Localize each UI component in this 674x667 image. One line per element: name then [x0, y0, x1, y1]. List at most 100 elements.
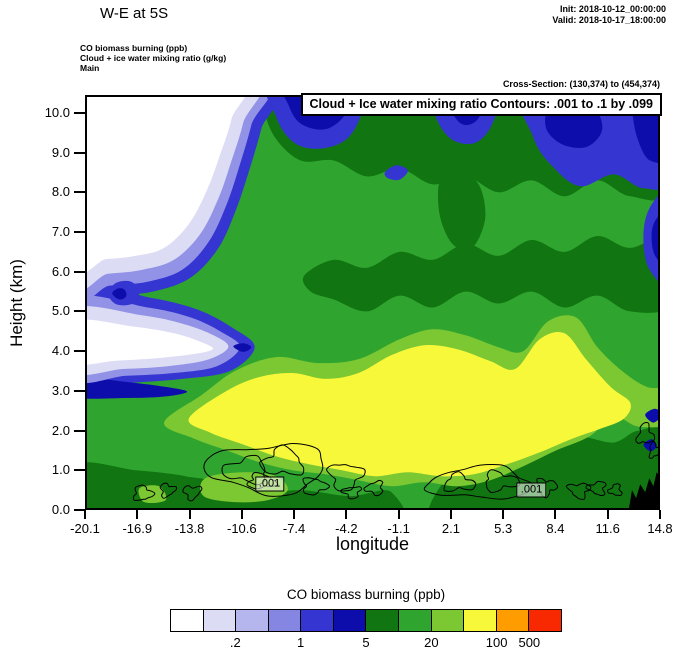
x-tick-mark — [554, 510, 557, 519]
x-tick-label: 5.3 — [494, 521, 513, 536]
colorbar-cell — [431, 609, 465, 632]
figure-title: W-E at 5S — [100, 5, 169, 22]
region-darkblue-core-left — [112, 288, 127, 300]
y-tick-mark — [74, 509, 85, 511]
y-axis-label-text: Height (km) — [7, 258, 27, 347]
y-tick-mark — [74, 429, 85, 432]
cloud-contour-line — [159, 482, 178, 499]
region-terrain — [628, 472, 660, 510]
cloud-contour-line — [203, 442, 324, 497]
colorbar-cell — [366, 609, 400, 632]
cloud-contour-line — [485, 469, 521, 494]
contour-field — [85, 95, 660, 510]
y-tick-mark — [74, 111, 85, 114]
y-tick-mark — [74, 270, 85, 273]
colorbar-title: CO biomass burning (ppb) — [286, 587, 446, 602]
contour-info-banner: Cloud + Ice water mixing ratio Contours:… — [300, 93, 662, 116]
region-white-upperleft — [85, 95, 247, 273]
x-tick-label: 11.6 — [595, 521, 620, 536]
x-tick-mark — [84, 510, 86, 519]
region-darkgreen-mid — [302, 235, 660, 313]
y-tick-mark — [74, 469, 85, 472]
colorbar-cell — [496, 609, 530, 632]
contour-value-label: .001 — [516, 482, 547, 498]
contour-label-layer: .001 .001 — [85, 95, 660, 510]
y-tick-label: 0.0 — [51, 502, 70, 517]
y-axis-label: Height (km) — [4, 95, 30, 510]
x-tick-label: -16.9 — [122, 521, 153, 536]
cloud-contour-line — [363, 479, 384, 497]
region-darkblue-speck-1 — [645, 408, 660, 423]
cloud-contour-line — [635, 421, 656, 444]
x-tick-label: -7.4 — [282, 521, 306, 536]
colorbar-label: 1 — [297, 635, 305, 650]
y-tick-label: 2.0 — [51, 422, 70, 438]
x-tick-mark — [659, 510, 661, 519]
x-tick-mark — [293, 510, 296, 519]
region-lightgreen-small-left — [138, 485, 167, 504]
colorbar-cell — [236, 609, 269, 632]
field-entry-cloud: Cloud + ice water mixing ratio (g/kg) — [80, 53, 227, 63]
cloud-contour-line — [340, 486, 363, 500]
cloud-contour-line — [259, 444, 305, 476]
colorbar-label: 100 — [485, 635, 508, 650]
colorbar-cell — [399, 609, 432, 632]
x-tick-mark — [345, 510, 348, 519]
x-tick-mark — [136, 510, 139, 519]
x-tick-label: -20.1 — [70, 521, 100, 536]
colorbar-cell — [529, 609, 562, 632]
cloud-contour-line — [565, 482, 592, 500]
field-entry-co: CO biomass burning (ppb) — [80, 43, 188, 53]
region-white-wedge — [85, 319, 213, 365]
x-tick-mark — [188, 510, 191, 519]
valid-timestamp: Valid: 2018-10-17_18:00:00 — [552, 15, 666, 25]
x-tick-label: 14.8 — [647, 521, 673, 536]
y-tick-mark — [74, 231, 85, 233]
colorbar-cell — [203, 609, 237, 632]
y-tick-mark — [74, 191, 85, 194]
y-tick-mark — [74, 350, 85, 353]
colorbar-label: .2 — [229, 635, 241, 650]
cloud-contour-line — [423, 464, 533, 500]
cloud-contour-line — [132, 484, 156, 501]
x-tick-mark — [240, 510, 243, 519]
colorbar-label: 20 — [424, 635, 439, 650]
region-darkgreen-column — [437, 173, 486, 251]
cloud-contour-line — [302, 477, 331, 496]
x-axis-label: longitude — [335, 534, 410, 554]
cross-section-plot: .001 .001 Cloud + Ice water mixing ratio … — [85, 93, 662, 510]
colorbar-cell — [464, 609, 497, 632]
colorbar-tick-labels: .2 1 5 20 100 500 — [170, 635, 562, 651]
y-tick-label: 4.0 — [51, 343, 70, 359]
field-list: CO biomass burning (ppb) Cloud + ice wat… — [80, 43, 226, 73]
colorbar-cell — [268, 609, 302, 632]
colorbar-cell — [333, 609, 367, 632]
x-tick-label: -13.8 — [174, 521, 205, 536]
y-tick-mark — [74, 151, 85, 154]
cloud-contour-line — [585, 480, 607, 497]
cloud-contour-line — [182, 485, 203, 502]
colorbar-cell — [301, 609, 334, 632]
y-tick-label: 9.0 — [51, 144, 70, 160]
region-darkblue-wedge-tip — [233, 343, 252, 352]
x-tick-mark — [449, 510, 452, 519]
colorbar-label: 500 — [518, 635, 541, 650]
y-tick-label: 8.0 — [51, 184, 70, 200]
colorbar-label: 5 — [362, 635, 370, 650]
cross-section-label: Cross-Section: (130,374) to (454,374) — [502, 79, 660, 89]
region-yellow-main — [188, 331, 631, 477]
contour-value-label: .001 — [254, 476, 285, 492]
y-tick-label: 10.0 — [44, 104, 70, 120]
y-tick-label: 5.0 — [51, 303, 70, 319]
y-tick-label: 6.0 — [51, 263, 70, 279]
y-tick-label: 7.0 — [51, 224, 70, 239]
cloud-contour-line — [607, 483, 623, 496]
x-tick-label: 8.4 — [546, 521, 565, 536]
x-tick-mark — [502, 510, 505, 519]
x-tick-mark — [606, 510, 609, 519]
y-tick-label: 1.0 — [51, 462, 70, 478]
init-timestamp: Init: 2018-10-12_00:00:00 — [559, 4, 666, 14]
x-tick-label: -4.2 — [335, 521, 358, 536]
region-blue-dot-mid — [384, 165, 408, 181]
